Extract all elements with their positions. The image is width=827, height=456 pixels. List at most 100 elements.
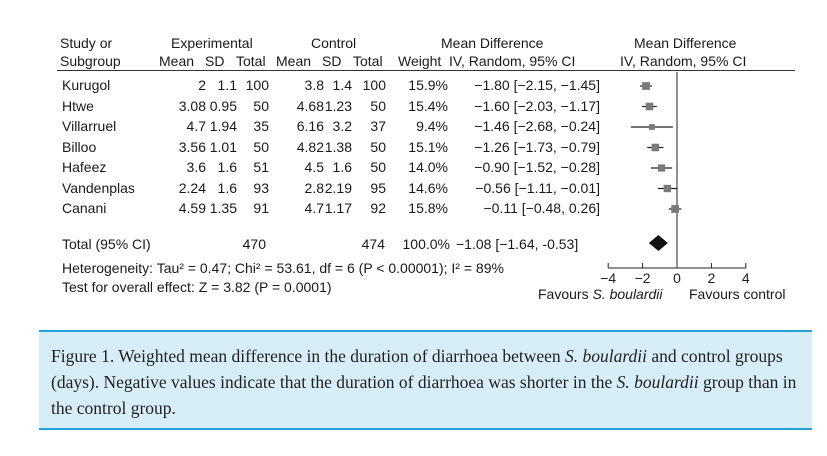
ctrl-total: 50 <box>370 138 386 155</box>
header-ctrl-total: Total <box>353 53 383 69</box>
md-ci: −1.60 [−2.03, −1.17] <box>474 97 600 114</box>
header-experimental: Experimental <box>171 35 253 51</box>
ctrl-total: 95 <box>370 179 386 196</box>
point-estimate-square <box>642 82 650 90</box>
ctrl-total: 50 <box>370 159 386 175</box>
md-ci: −1.26 [−1.73, −0.79] <box>474 138 600 155</box>
total-ctrl-n: 474 <box>361 236 385 252</box>
ctrl-mean: 3.8 <box>304 77 324 93</box>
study-name: Canani <box>62 200 107 216</box>
md-ci: −0.90 [−1.52, −0.28] <box>474 159 600 175</box>
point-estimate-square <box>663 184 672 193</box>
figure-caption-box: Figure 1. Weighted mean difference in th… <box>39 330 812 430</box>
ctrl-mean: 6.16 <box>296 118 324 134</box>
exp-sd: 1.6 <box>217 179 237 196</box>
exp-mean: 2 <box>198 77 206 93</box>
favours-left-label: Favours S. boulardii <box>538 286 663 302</box>
total-weight: 100.0% <box>402 236 450 252</box>
exp-total: 35 <box>253 118 269 134</box>
header-exp-total: Total <box>236 53 266 69</box>
ctrl-total: 100 <box>362 77 386 93</box>
point-estimate-square <box>648 124 655 130</box>
figure-caption: Figure 1. Weighted mean difference in th… <box>51 346 797 418</box>
header-rule <box>57 70 795 71</box>
forest-plot: −4 −2 0 2 4 <box>600 72 750 286</box>
x-tick-label: 2 <box>708 270 716 286</box>
point-estimate-square <box>651 143 660 152</box>
study-name: Htwe <box>62 97 94 114</box>
exp-sd: 1.94 <box>209 118 237 134</box>
study-name: Hafeez <box>62 159 107 175</box>
ctrl-sd: 1.6 <box>332 159 352 175</box>
exp-sd: 1.1 <box>217 77 237 93</box>
ctrl-sd: 1.38 <box>324 138 352 155</box>
pooled-diamond <box>648 235 668 251</box>
ctrl-sd: 1.17 <box>324 200 352 216</box>
weight: 14.0% <box>408 159 448 175</box>
exp-mean: 4.59 <box>178 200 206 216</box>
exp-mean: 3.56 <box>178 138 206 155</box>
exp-total: 93 <box>253 179 269 196</box>
point-estimate-square <box>657 164 666 172</box>
ctrl-mean: 4.82 <box>296 138 324 155</box>
exp-total: 51 <box>253 159 269 175</box>
weight: 14.6% <box>408 179 448 196</box>
exp-total: 100 <box>245 77 269 93</box>
ctrl-mean: 2.8 <box>304 179 324 196</box>
weight: 15.9% <box>408 77 448 93</box>
ctrl-sd: 3.2 <box>332 118 352 134</box>
header-md-method: IV, Random, 95% CI <box>449 53 576 69</box>
x-tick-label: −4 <box>600 270 616 286</box>
header-ctrl-mean: Mean <box>276 53 312 69</box>
study-name: Vandenplas <box>62 179 135 196</box>
md-ci: −1.46 [−2.68, −0.24] <box>474 118 600 134</box>
md-ci: −1.80 [−2.15, −1.45] <box>474 77 600 93</box>
weight: 9.4% <box>416 118 448 134</box>
header-mean-difference: Mean Difference <box>441 35 544 51</box>
x-tick-label: −2 <box>635 270 651 286</box>
total-exp-n: 470 <box>242 236 266 252</box>
header-ctrl-sd: SD <box>322 53 342 69</box>
caption-label: Figure 1. <box>51 346 115 366</box>
exp-mean: 3.6 <box>186 159 206 175</box>
ctrl-total: 50 <box>370 97 386 114</box>
x-tick-label: 0 <box>673 270 681 286</box>
ctrl-sd: 1.23 <box>324 97 352 114</box>
total-label: Total (95% CI) <box>62 236 151 252</box>
weight: 15.8% <box>408 200 448 216</box>
study-name: Villarruel <box>62 118 117 134</box>
header-plot-method: IV, Random, 95% CI <box>620 53 747 69</box>
ctrl-mean: 4.7 <box>304 200 324 216</box>
heterogeneity-stats: Heterogeneity: Tau² = 0.47; Chi² = 53.61… <box>62 260 504 276</box>
exp-mean: 2.24 <box>178 179 206 196</box>
header-plot-mean-difference: Mean Difference <box>634 35 737 51</box>
weight: 15.4% <box>408 97 448 114</box>
weight: 15.1% <box>408 138 448 155</box>
md-ci: −0.56 [−1.11, −0.01] <box>475 179 600 196</box>
ctrl-total: 37 <box>370 118 386 134</box>
favours-right-label: Favours control <box>689 286 786 302</box>
overall-effect-test: Test for overall effect: Z = 3.82 (P = 0… <box>62 279 332 295</box>
x-tick-label: 4 <box>742 270 750 286</box>
ctrl-sd: 2.19 <box>324 179 352 196</box>
md-ci: −0.11 [−0.48, 0.26] <box>483 200 600 216</box>
header-study-line1: Study or <box>60 35 113 51</box>
study-name: Billoo <box>62 138 97 155</box>
header-exp-mean: Mean <box>159 53 195 69</box>
exp-mean: 4.7 <box>186 118 206 134</box>
exp-sd: 1.6 <box>217 159 237 175</box>
point-estimate-square <box>645 102 654 111</box>
header-study-line2: Subgroup <box>60 53 121 69</box>
header-control: Control <box>311 35 357 51</box>
exp-mean: 3.08 <box>178 97 206 114</box>
ctrl-mean: 4.68 <box>296 97 324 114</box>
exp-total: 91 <box>253 200 269 216</box>
exp-sd: 1.35 <box>209 200 237 216</box>
exp-total: 50 <box>253 138 269 155</box>
exp-sd: 1.01 <box>209 138 237 155</box>
ctrl-total: 92 <box>370 200 386 216</box>
ctrl-sd: 1.4 <box>332 77 352 93</box>
exp-total: 50 <box>253 97 269 114</box>
header-weight: Weight <box>398 53 442 69</box>
exp-sd: 0.95 <box>209 97 237 114</box>
